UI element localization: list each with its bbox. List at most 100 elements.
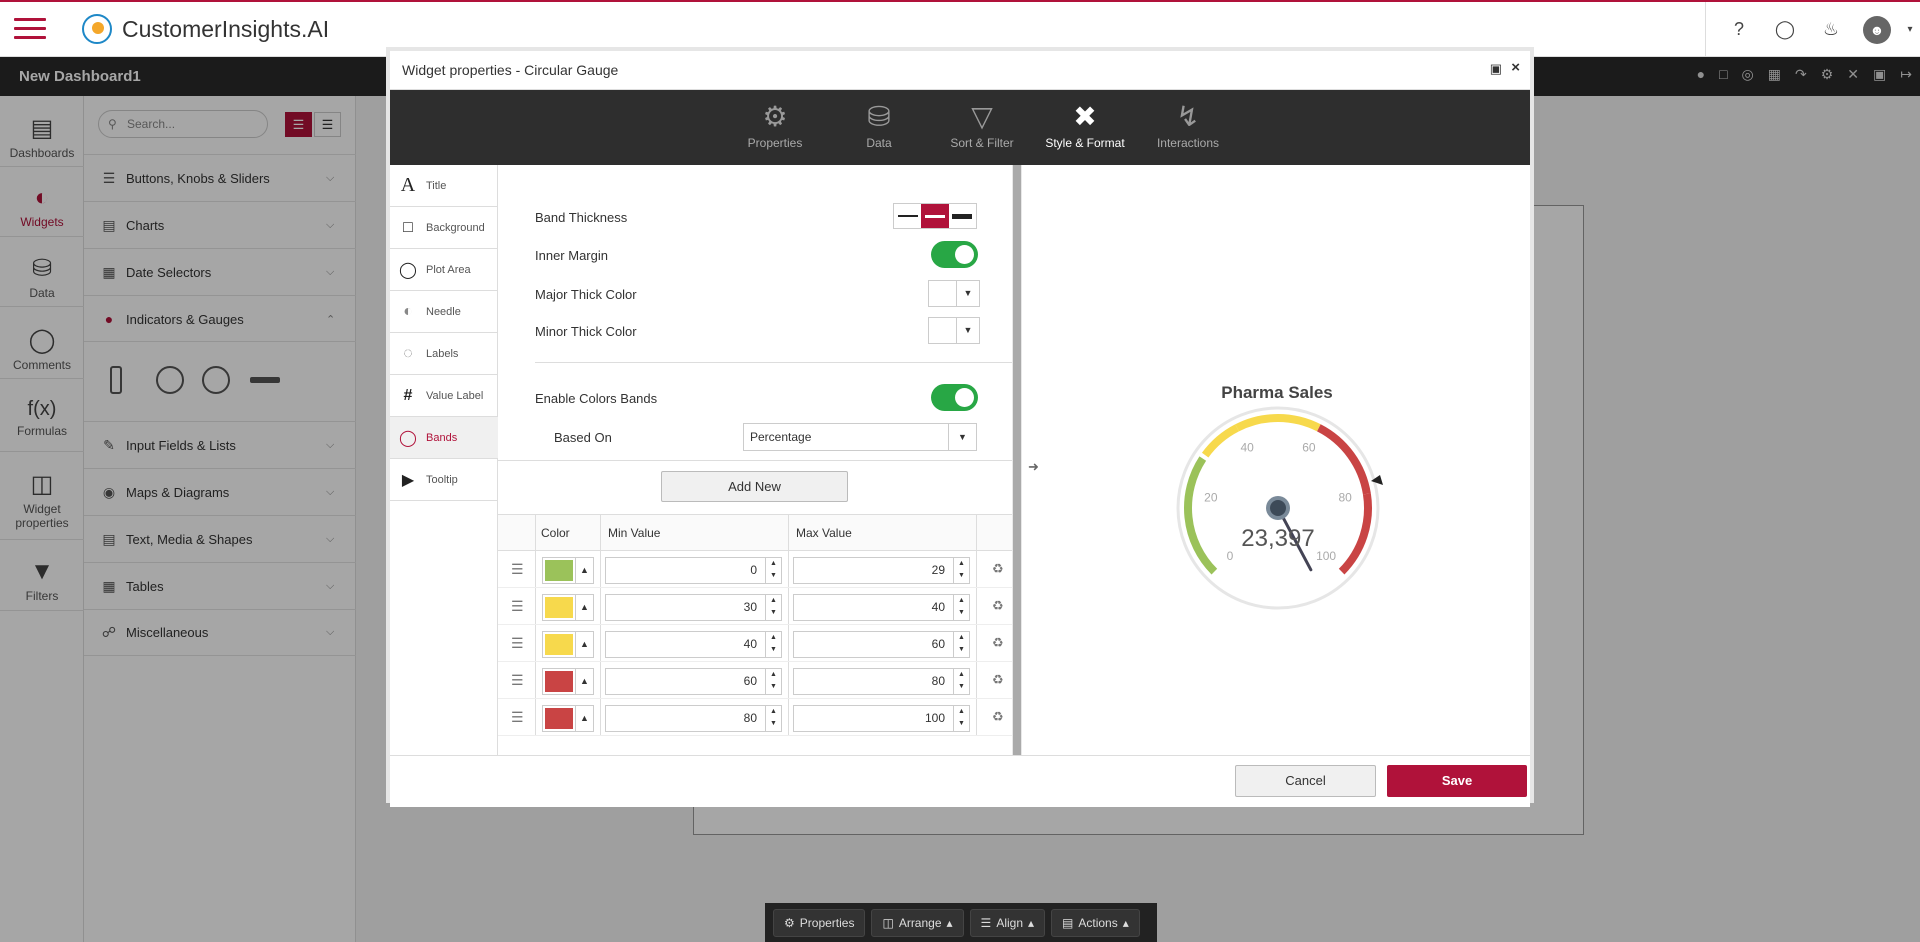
drag-handle-icon[interactable]: ☰	[511, 561, 524, 577]
band-min-input[interactable]: 30 ▲ ▼	[605, 594, 782, 621]
band-max-input[interactable]: 60 ▲ ▼	[793, 631, 970, 658]
chevron-down-icon[interactable]: ▾	[1907, 24, 1913, 35]
maximize-icon[interactable]: ▣	[1489, 61, 1502, 76]
linear-gauge-widget-icon[interactable]	[110, 366, 122, 394]
category-indicators-gauges[interactable]: ● Indicators & Gauges ⌃	[84, 295, 356, 342]
thickness-thick-option[interactable]	[949, 204, 976, 228]
spinner-icon[interactable]: ▲ ▼	[765, 706, 781, 731]
nav-comments[interactable]: ◯ Comments	[0, 326, 84, 372]
major-thick-color-picker[interactable]: ▼	[928, 280, 980, 307]
tree-view-button[interactable]: ☰	[285, 112, 312, 137]
thickness-medium-option[interactable]	[921, 204, 949, 228]
side-tab-background[interactable]: □ Background	[390, 207, 498, 249]
arrange-button[interactable]: ◫ Arrange ▴	[871, 908, 964, 937]
settings-icon[interactable]: ⚙	[1820, 66, 1834, 82]
actions-button[interactable]: ▤ Actions ▴	[1051, 908, 1140, 937]
grid-icon[interactable]: ▦	[1767, 66, 1781, 82]
trash-icon[interactable]: ♻	[992, 635, 1004, 650]
spinner-icon[interactable]: ▲ ▼	[953, 632, 969, 657]
trash-icon[interactable]: ♻	[992, 672, 1004, 687]
cancel-button[interactable]: Cancel	[1235, 765, 1376, 797]
trash-icon[interactable]: ♻	[992, 598, 1004, 613]
nav-widgets[interactable]: ◐ Widgets	[0, 184, 84, 229]
band-min-input[interactable]: 80 ▲ ▼	[605, 705, 782, 732]
band-color-picker[interactable]: ▲	[542, 557, 594, 584]
spinner-icon[interactable]: ▲ ▼	[765, 669, 781, 694]
category-tables[interactable]: ▦ Tables ⌵	[84, 562, 356, 609]
category-miscellaneous[interactable]: ☍ Miscellaneous ⌵	[84, 609, 356, 656]
align-button[interactable]: ☰ Align ▴	[969, 908, 1046, 937]
scrollbar-thumb[interactable]	[1013, 165, 1021, 755]
nav-dashboards[interactable]: ▤ Dashboards	[0, 114, 84, 160]
category-input-fields-lists[interactable]: ✎ Input Fields & Lists ⌵	[84, 421, 356, 468]
percent-gauge-widget-icon[interactable]	[156, 366, 184, 394]
band-min-input[interactable]: 60 ▲ ▼	[605, 668, 782, 695]
chat-icon[interactable]: ◯	[1774, 19, 1796, 39]
nav-widget-properties[interactable]: ◫ Widget properties	[0, 470, 84, 530]
category-text-media-shapes[interactable]: ▤ Text, Media & Shapes ⌵	[84, 515, 356, 562]
spinner-icon[interactable]: ▲ ▼	[765, 595, 781, 620]
list-view-button[interactable]: ☰	[314, 112, 341, 137]
close-icon[interactable]: ×	[1511, 59, 1520, 76]
category-charts[interactable]: ▤ Charts ⌵	[84, 201, 356, 248]
spinner-icon[interactable]: ▲ ▼	[953, 595, 969, 620]
pdf-icon[interactable]: □	[1719, 66, 1728, 82]
nav-data[interactable]: ⛁ Data	[0, 254, 84, 300]
circular-gauge-widget-icon[interactable]	[202, 366, 230, 394]
save-dashboard-icon[interactable]: ▣	[1873, 66, 1887, 82]
side-tab-labels[interactable]: ◌ Labels	[390, 333, 498, 375]
side-tab-needle[interactable]: ◐ Needle	[390, 291, 498, 333]
tab-interactions[interactable]: ↯ Interactions	[1136, 100, 1240, 150]
spinner-icon[interactable]: ▲ ▼	[765, 558, 781, 583]
category-buttons-knobs-sliders[interactable]: ☰ Buttons, Knobs & Sliders ⌵	[84, 154, 356, 201]
spinner-icon[interactable]: ▲ ▼	[953, 558, 969, 583]
band-max-input[interactable]: 80 ▲ ▼	[793, 668, 970, 695]
user-avatar[interactable]: ☻	[1854, 2, 1900, 57]
enable-color-bands-toggle[interactable]	[931, 384, 978, 411]
bullet-gauge-widget-icon[interactable]	[250, 377, 280, 383]
trash-icon[interactable]: ♻	[992, 561, 1004, 576]
band-color-picker[interactable]: ▲	[542, 594, 594, 621]
inner-margin-toggle[interactable]	[931, 241, 978, 268]
band-color-picker[interactable]: ▲	[542, 705, 594, 732]
band-max-input[interactable]: 29 ▲ ▼	[793, 557, 970, 584]
droplet-icon[interactable]: ●	[1696, 66, 1706, 82]
drag-handle-icon[interactable]: ☰	[511, 635, 524, 651]
trash-icon[interactable]: ♻	[992, 709, 1004, 724]
tab-sort-filter[interactable]: ▽ Sort & Filter	[930, 100, 1034, 150]
category-date-selectors[interactable]: ▦ Date Selectors ⌵	[84, 248, 356, 295]
minor-thick-color-picker[interactable]: ▼	[928, 317, 980, 344]
close-dashboard-icon[interactable]: ✕	[1847, 66, 1860, 82]
thickness-thin-option[interactable]	[894, 204, 921, 228]
form-scrollbar[interactable]	[1012, 165, 1022, 755]
widget-search-input[interactable]: ⚲ Search...	[98, 110, 268, 138]
nav-filters[interactable]: ▼ Filters	[0, 558, 84, 603]
drag-handle-icon[interactable]: ☰	[511, 598, 524, 614]
side-tab-tooltip[interactable]: ▶ Tooltip	[390, 459, 498, 501]
band-color-picker[interactable]: ▲	[542, 668, 594, 695]
band-max-input[interactable]: 40 ▲ ▼	[793, 594, 970, 621]
band-max-input[interactable]: 100 ▲ ▼	[793, 705, 970, 732]
export-icon[interactable]: ↷	[1795, 66, 1807, 82]
collapse-arrow-icon[interactable]: ➜	[1028, 459, 1039, 474]
side-tab-value-label[interactable]: # Value Label	[390, 375, 498, 417]
band-min-input[interactable]: 0 ▲ ▼	[605, 557, 782, 584]
hamburger-menu-icon[interactable]	[14, 18, 46, 42]
band-min-input[interactable]: 40 ▲ ▼	[605, 631, 782, 658]
notification-bell-icon[interactable]: ♨	[1822, 19, 1840, 39]
spinner-icon[interactable]: ▲ ▼	[765, 632, 781, 657]
nav-formulas[interactable]: f(x) Formulas	[0, 398, 84, 438]
side-tab-title[interactable]: A Title	[390, 165, 498, 207]
spinner-icon[interactable]: ▲ ▼	[953, 706, 969, 731]
add-new-band-button[interactable]: Add New	[661, 471, 848, 502]
side-tab-plot-area[interactable]: ◯ Plot Area	[390, 249, 498, 291]
spinner-icon[interactable]: ▲ ▼	[953, 669, 969, 694]
tab-data[interactable]: ⛁ Data	[827, 100, 931, 150]
category-maps-diagrams[interactable]: ◉ Maps & Diagrams ⌵	[84, 468, 356, 515]
tab-style-format[interactable]: ✖ Style & Format	[1033, 100, 1137, 150]
side-tab-bands[interactable]: ◯ Bands	[390, 417, 498, 459]
drag-handle-icon[interactable]: ☰	[511, 709, 524, 725]
band-color-picker[interactable]: ▲	[542, 631, 594, 658]
exit-icon[interactable]: ↦	[1900, 66, 1912, 82]
based-on-select[interactable]: Percentage ▼	[743, 423, 977, 451]
